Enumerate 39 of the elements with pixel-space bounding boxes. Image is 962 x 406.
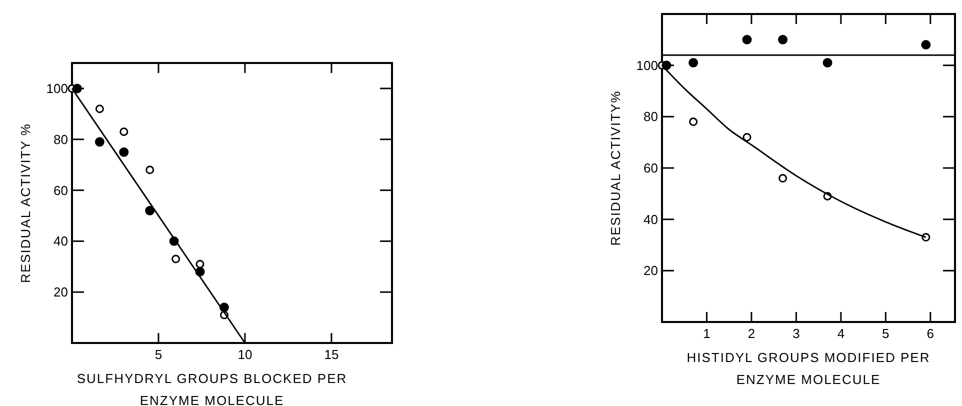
x-tick-label: 15 — [324, 347, 339, 362]
y-tick-label: 100 — [46, 80, 68, 96]
point — [822, 58, 832, 68]
point — [742, 34, 752, 44]
point — [95, 104, 104, 114]
point — [688, 58, 698, 68]
y-tick-label: 60 — [54, 182, 68, 198]
point — [742, 132, 752, 142]
x-tick-label: 6 — [926, 326, 934, 341]
point — [778, 174, 788, 183]
point — [172, 254, 180, 264]
y-tick-label: 60 — [644, 160, 658, 176]
point — [778, 34, 788, 44]
x-tick-label: 5 — [882, 326, 890, 341]
point — [94, 137, 104, 147]
y-tick-label: 40 — [644, 212, 658, 227]
y-tick-label: 20 — [644, 263, 658, 278]
x-tick-label: 2 — [748, 326, 756, 341]
point — [119, 147, 129, 157]
y-tick-label: 20 — [54, 284, 68, 300]
y-axis-title: RESIDUAL ACTIVITY% — [608, 90, 623, 246]
x-tick-label: 5 — [154, 347, 162, 362]
x-tick-label: 3 — [792, 326, 800, 341]
point — [196, 260, 204, 268]
y-tick-label: 80 — [644, 109, 658, 124]
x-tick-label: 4 — [837, 326, 845, 341]
y-tick-label: 100 — [636, 58, 658, 73]
x-axis-title: SULFHYDRYL GROUPS BLOCKED PER ENZYME MOLECULE — [76, 371, 348, 406]
point — [146, 166, 154, 174]
point — [120, 127, 128, 136]
y-tick-label: 40 — [54, 234, 68, 249]
point — [921, 40, 931, 50]
x-tick-label: 1 — [703, 326, 710, 341]
x-tick-label: 10 — [238, 347, 252, 362]
point — [689, 118, 698, 126]
x-axis-title: HISTIDYL GROUPS MODIFIED PER ENZYME MOLECULE — [686, 350, 930, 387]
y-tick-label: 80 — [54, 132, 68, 147]
point — [145, 206, 155, 216]
y-axis-title: RESIDUAL ACTIVITY % — [18, 123, 33, 283]
